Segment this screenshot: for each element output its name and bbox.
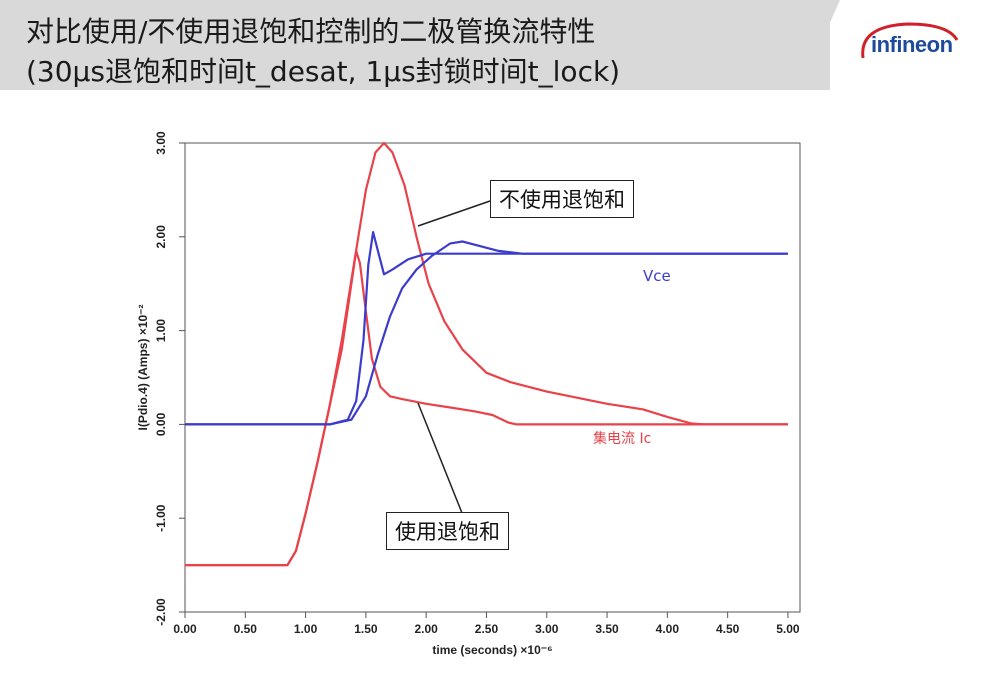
y-tick-label: 1.00: [154, 319, 168, 343]
callout-with-desat: 使用退饱和: [386, 512, 509, 550]
page-subtitle: (30μs退饱和时间t_desat, 1μs封锁时间t_lock): [26, 55, 621, 88]
page-title: 对比使用/不使用退饱和控制的二极管换流特性: [26, 15, 596, 48]
annotation-ic: 集电流 Ic: [593, 430, 651, 447]
x-tick-label: 1.50: [354, 622, 378, 636]
y-axis-label: I(Pdio.4) (Amps) ×10⁻²: [136, 304, 150, 430]
x-tick-label: 3.50: [595, 622, 619, 636]
y-tick-label: 3.00: [154, 131, 168, 155]
logo-swoosh: [861, 22, 959, 59]
x-tick-label: 4.00: [656, 622, 680, 636]
plot-frame: [184, 142, 801, 613]
header-band: [0, 0, 830, 90]
x-tick-label: 2.50: [475, 622, 499, 636]
series-line-3: [185, 231, 788, 426]
x-tick-label: 0.50: [234, 622, 258, 636]
x-tick-label: 2.00: [414, 622, 438, 636]
logo-text: infineon: [871, 32, 953, 57]
x-axis-label: time (seconds) ×10⁻⁶: [432, 643, 552, 657]
x-tick-label: 1.00: [294, 622, 318, 636]
header-slant: [800, 0, 840, 90]
callout-without-desat: 不使用退饱和: [490, 180, 634, 218]
infineon-logo: infineon: [853, 18, 963, 70]
x-tick-label: 0.00: [173, 622, 197, 636]
series-line-4: [185, 240, 788, 426]
y-tick-label: -2.00: [154, 598, 168, 626]
series-line-2: [185, 141, 788, 567]
y-tick-label: 2.00: [154, 225, 168, 249]
callout-line-with-desat: [417, 402, 463, 514]
x-tick-label: 4.50: [716, 622, 740, 636]
callout-line-without-desat: [417, 200, 491, 227]
x-tick-label: 3.00: [535, 622, 559, 636]
annotation-vce: Vce: [643, 267, 671, 285]
y-tick-label: -1.00: [154, 504, 168, 532]
x-tick-label: 5.00: [776, 622, 800, 636]
y-tick-label: 0.00: [154, 412, 168, 436]
